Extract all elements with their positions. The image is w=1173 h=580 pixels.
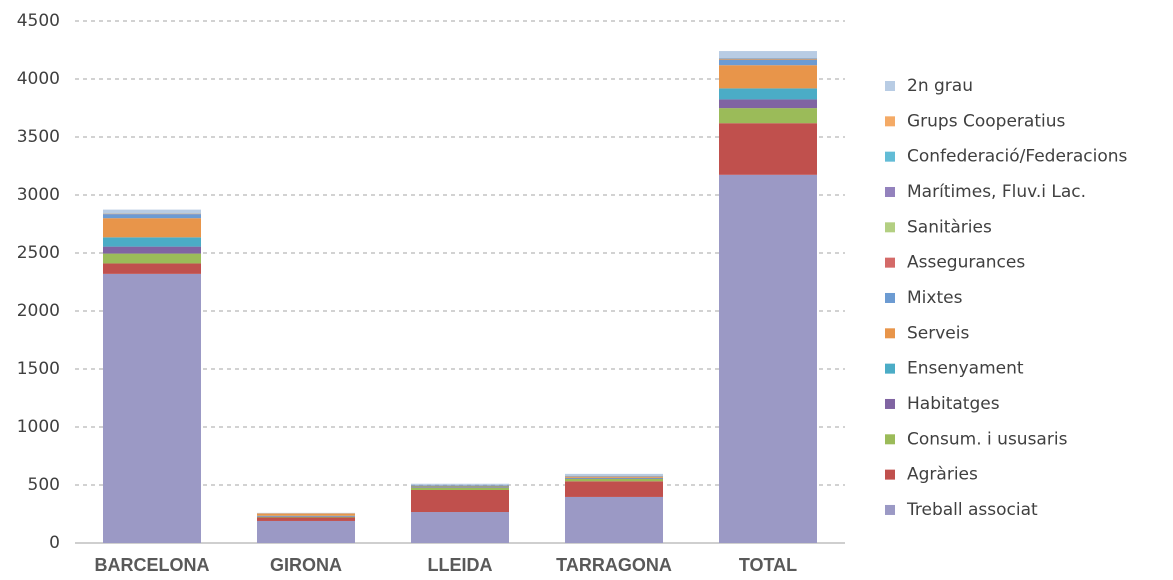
bar-segment	[103, 218, 201, 238]
y-tick-label: 1500	[17, 359, 60, 379]
bar-segment	[257, 520, 355, 543]
x-tick-label: GIRONA	[270, 555, 342, 575]
legend-swatch	[885, 116, 895, 127]
legend-label: Agràries	[907, 465, 978, 485]
bar-segment	[719, 51, 817, 59]
bar-segment	[719, 174, 817, 544]
legend-swatch	[885, 222, 895, 233]
legend-swatch	[885, 504, 895, 515]
bar-segment	[411, 512, 509, 543]
bar-segment	[103, 214, 201, 219]
legend-swatch	[885, 328, 895, 339]
bar-segment	[257, 515, 355, 517]
bar-segment	[103, 246, 201, 254]
bar-segment	[411, 483, 509, 485]
bar-segment	[257, 513, 355, 516]
bar-segment	[411, 486, 509, 488]
legend-swatch	[885, 292, 895, 303]
bar-segment	[719, 65, 817, 89]
bar-segment	[565, 478, 663, 482]
bar-segment	[103, 273, 201, 543]
bar-segment	[719, 99, 817, 109]
y-tick-label: 3000	[17, 185, 60, 205]
bar-segment	[719, 59, 817, 66]
legend-swatch	[885, 434, 895, 445]
bar-segment	[257, 512, 355, 514]
legend-label: 2n grau	[907, 76, 973, 96]
legend-label: Treball associat	[906, 500, 1038, 520]
legend-label: Confederació/Federacions	[907, 147, 1128, 167]
bar-segment	[103, 237, 201, 247]
bar-segment	[411, 487, 509, 488]
bar-segment	[103, 209, 201, 214]
bar-segment	[565, 473, 663, 476]
y-tick-label: 4500	[17, 11, 60, 31]
bar-segment	[719, 88, 817, 100]
bar-segment	[565, 476, 663, 477]
legend-swatch	[885, 257, 895, 268]
y-tick-label: 3500	[17, 127, 60, 147]
x-tick-label: TOTAL	[739, 555, 797, 575]
y-tick-label: 2500	[17, 243, 60, 263]
bar-segment	[565, 496, 663, 543]
y-tick-label: 0	[49, 533, 60, 553]
legend-swatch	[885, 398, 895, 409]
y-tick-label: 1000	[17, 417, 60, 437]
legend-swatch	[885, 186, 895, 197]
legend-swatch	[885, 151, 895, 162]
x-tick-label: BARCELONA	[95, 555, 210, 575]
bar-segment	[257, 516, 355, 518]
legend-label: Ensenyament	[907, 359, 1024, 379]
bar-segment	[411, 485, 509, 487]
legend-label: Serveis	[907, 323, 969, 343]
bar-segment	[257, 516, 355, 517]
bar-segment	[411, 485, 509, 486]
legend-label: Grups Cooperatius	[907, 111, 1065, 131]
bar-segment	[257, 517, 355, 521]
legend-label: Habitatges	[907, 394, 1000, 414]
x-tick-label: LLEIDA	[428, 555, 493, 575]
y-tick-label: 500	[28, 475, 60, 495]
bar-segment	[719, 123, 817, 175]
y-tick-label: 4000	[17, 69, 60, 89]
bar-segment	[103, 253, 201, 264]
x-tick-label: TARRAGONA	[556, 555, 672, 575]
bar-segment	[411, 489, 509, 513]
legend-label: Consum. i ususaris	[907, 429, 1068, 449]
bar-segment	[565, 477, 663, 479]
legend-swatch	[885, 469, 895, 480]
bar-segment	[411, 487, 509, 490]
legend-label: Mixtes	[907, 288, 963, 308]
legend-label: Sanitàries	[907, 217, 992, 237]
bar-segment	[103, 263, 201, 274]
bar-segment	[565, 478, 663, 479]
bar-segment	[719, 108, 817, 124]
bar-segment	[565, 476, 663, 478]
legend-label: Marítimes, Fluv.i Lac.	[907, 182, 1086, 202]
y-tick-label: 2000	[17, 301, 60, 321]
legend-label: Assegurances	[907, 253, 1025, 273]
legend-swatch	[885, 363, 895, 374]
bar-segment	[565, 481, 663, 497]
legend-swatch	[885, 81, 895, 91]
